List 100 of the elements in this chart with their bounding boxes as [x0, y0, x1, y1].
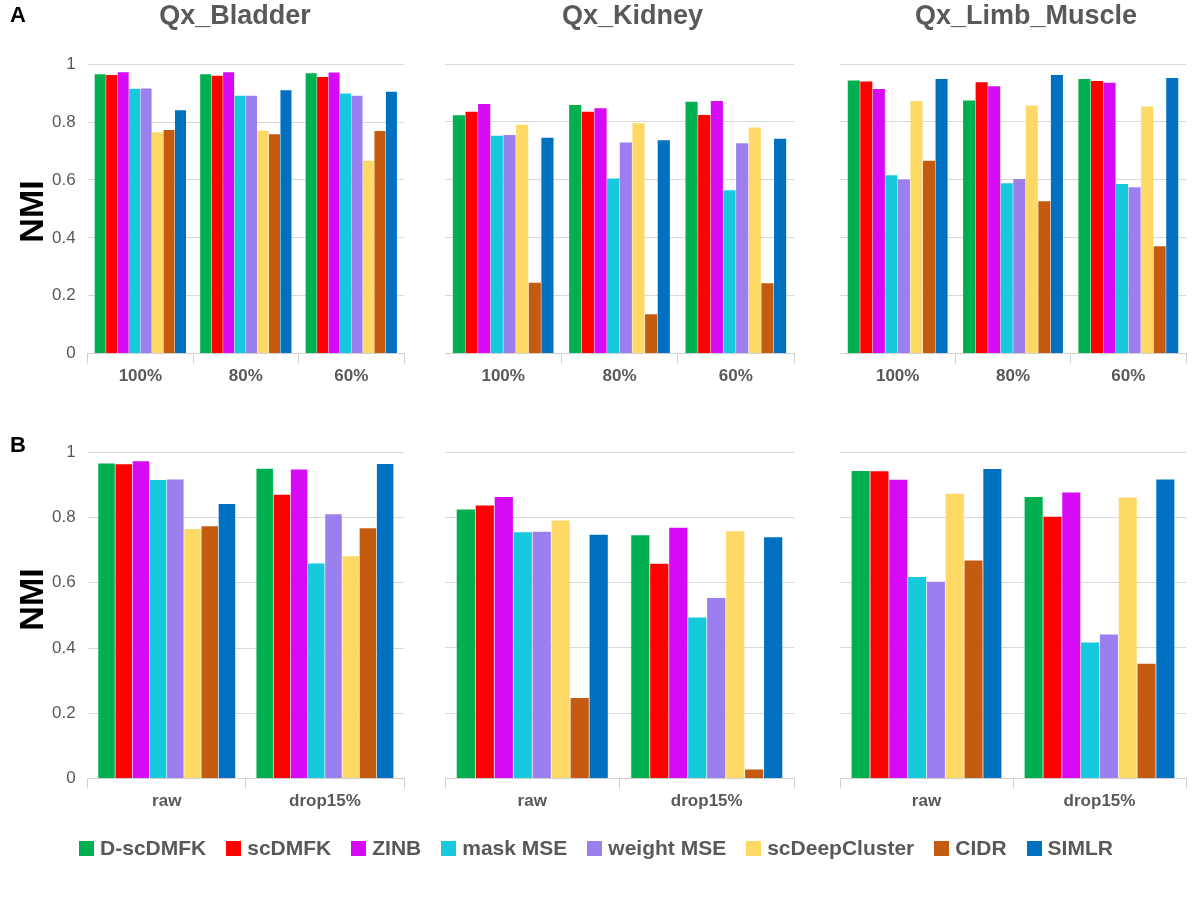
- bar: [374, 131, 386, 354]
- bar: [115, 464, 132, 779]
- bar: [256, 468, 273, 779]
- bar: [645, 314, 658, 354]
- bar: [885, 175, 898, 354]
- bar: [1090, 81, 1103, 354]
- x-tick-label: drop15%: [289, 791, 361, 811]
- bar: [106, 74, 118, 354]
- legend-label: scDMFK: [246, 836, 332, 860]
- bar: [631, 535, 650, 779]
- bar: [872, 88, 885, 354]
- text: A: [10, 2, 26, 28]
- legend-label: scDeepCluster: [766, 836, 915, 860]
- bar: [851, 470, 870, 779]
- y-tick-label: 0.2: [51, 285, 76, 305]
- x-tick-label: drop15%: [1063, 791, 1136, 811]
- bar: [465, 111, 478, 354]
- bar: [234, 95, 246, 354]
- bar: [632, 123, 645, 354]
- y-axis-title: NMI: [11, 180, 51, 243]
- legend-label: D-scDMFK: [99, 836, 207, 860]
- bar: [723, 190, 736, 354]
- bar: [342, 556, 359, 779]
- bar: [1078, 79, 1091, 354]
- chart-title: Qx_Limb_Muscle: [913, 0, 1139, 31]
- bar: [1137, 663, 1156, 779]
- bar: [748, 127, 761, 354]
- bar: [290, 469, 308, 779]
- bar: [1025, 105, 1038, 354]
- x-tick-label: 100%: [875, 366, 920, 386]
- bar: [351, 95, 363, 354]
- bar: [513, 532, 532, 779]
- bar: [308, 563, 325, 779]
- x-tick-label: 80%: [602, 366, 637, 386]
- bar: [923, 160, 936, 354]
- bar: [117, 72, 129, 354]
- bar: [847, 80, 860, 354]
- bar: [707, 597, 726, 779]
- bar: [494, 497, 513, 779]
- bar: [218, 504, 236, 779]
- bar: [1000, 183, 1013, 354]
- bar: [964, 560, 983, 779]
- bar: [163, 129, 175, 354]
- chart-title: Qx_Kidney: [560, 0, 705, 31]
- bar: [94, 74, 106, 354]
- bar: [317, 76, 329, 354]
- bar: [541, 137, 554, 354]
- bar: [305, 73, 317, 354]
- x-tick-label: 100%: [118, 366, 163, 386]
- y-tick-label: 0.6: [51, 169, 76, 189]
- bar: [1166, 77, 1179, 354]
- bar: [1024, 497, 1043, 779]
- y-tick-label: 0.4: [51, 637, 76, 657]
- bar: [328, 72, 340, 354]
- bar: [325, 514, 342, 779]
- bar: [897, 179, 910, 354]
- bar: [257, 130, 269, 354]
- bar: [745, 769, 764, 779]
- bar: [963, 100, 976, 354]
- bar: [1062, 492, 1081, 779]
- bar: [945, 493, 964, 779]
- bar: [1141, 106, 1154, 354]
- bar: [688, 617, 707, 779]
- bar: [983, 468, 1002, 779]
- bar: [1153, 246, 1166, 354]
- bar: [211, 75, 223, 354]
- bar: [774, 138, 787, 354]
- bar: [528, 282, 541, 354]
- bar: [1050, 75, 1063, 354]
- bar: [273, 494, 291, 779]
- bar: [503, 134, 516, 354]
- x-tick-label: raw: [911, 791, 942, 811]
- bar: [223, 72, 235, 354]
- bar: [175, 110, 186, 354]
- y-tick-label: 1: [66, 53, 76, 73]
- x-tick-label: raw: [517, 791, 548, 811]
- bar: [569, 105, 582, 354]
- bar: [1099, 634, 1118, 779]
- bar: [200, 74, 212, 354]
- bar: [140, 88, 152, 354]
- legend-label: mask MSE: [461, 836, 568, 860]
- bar: [149, 479, 167, 779]
- y-tick-label: 0.2: [51, 703, 76, 723]
- bar: [359, 528, 377, 779]
- y-tick-label: 0: [66, 343, 76, 363]
- bar: [1038, 201, 1051, 354]
- y-tick-label: 0.6: [51, 572, 76, 592]
- legend-label: CIDR: [954, 836, 1007, 860]
- x-tick-label: 80%: [228, 366, 263, 386]
- legend-label: weight MSE: [607, 836, 727, 860]
- x-tick-label: 60%: [718, 366, 753, 386]
- x-tick-label: 60%: [1111, 366, 1146, 386]
- bar: [935, 79, 948, 354]
- bar: [280, 90, 292, 354]
- bar: [452, 115, 465, 354]
- bar: [1103, 82, 1116, 354]
- bar: [184, 528, 201, 779]
- bar: [1128, 187, 1141, 354]
- bar: [1156, 479, 1175, 779]
- bar: [685, 101, 698, 354]
